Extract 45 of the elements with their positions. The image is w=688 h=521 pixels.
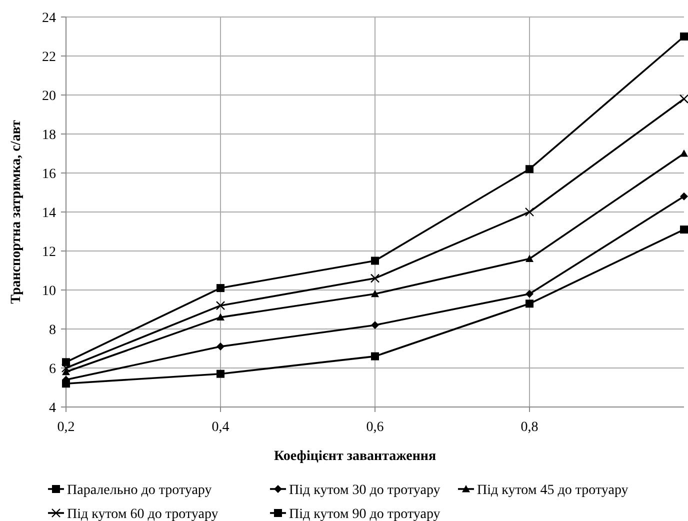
point: [526, 165, 534, 174]
point: [62, 368, 70, 376]
point: [216, 284, 224, 292]
point: [371, 290, 379, 298]
legend-label: Під кутом 45 до тротуару: [477, 482, 628, 498]
point: [680, 192, 688, 200]
point: [526, 300, 534, 308]
point: [61, 363, 71, 373]
point: [371, 256, 379, 265]
y-tick-label: 4: [49, 400, 56, 416]
point: [371, 321, 379, 330]
point: [524, 207, 534, 217]
x-tick-label: 0,2: [57, 420, 75, 435]
point: [216, 301, 226, 310]
x-tick-label: 0,8: [520, 420, 538, 435]
point: [680, 226, 688, 234]
point: [679, 94, 688, 104]
point: [216, 313, 224, 320]
y-tick-label: 6: [49, 362, 56, 377]
x-tick-label: 0,4: [212, 420, 230, 435]
legend-label: Під кутом 90 до тротуару: [289, 506, 440, 521]
y-tick-label: 10: [42, 284, 56, 299]
point: [526, 290, 534, 298]
point: [680, 32, 688, 40]
y-tick-label: 14: [42, 206, 56, 221]
y-tick-label: 8: [49, 322, 56, 338]
y-axis-title: Транспортна затримка, с/авт: [9, 120, 24, 304]
point: [216, 342, 224, 351]
y-tick-label: 20: [42, 88, 56, 104]
x-tick-label: 0,6: [366, 420, 384, 435]
point: [370, 274, 380, 283]
x-axis-title: Коефіцієнт завантаження: [274, 449, 436, 464]
point: [371, 352, 379, 360]
point: [62, 358, 70, 366]
y-tick-label: 24: [42, 10, 56, 26]
point: [216, 370, 224, 378]
legend-label: Під кутом 30 до тротуару: [289, 482, 440, 498]
y-tick-label: 16: [42, 166, 56, 182]
y-tick-label: 22: [42, 50, 56, 65]
y-tick-label: 18: [42, 128, 56, 143]
point: [680, 150, 688, 157]
point: [526, 254, 534, 262]
legend-label: Паралельно до тротуару: [67, 482, 212, 498]
y-tick-label: 12: [42, 244, 56, 260]
legend-label: Під кутом 60 до тротуару: [67, 506, 218, 521]
